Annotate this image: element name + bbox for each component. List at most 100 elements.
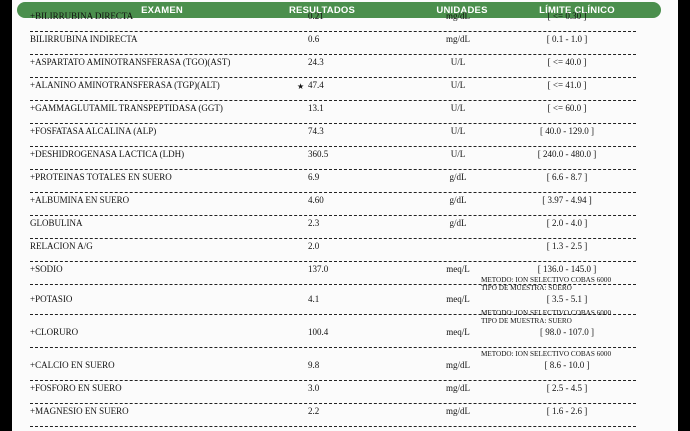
exam-name: +DESHIDROGENASA LACTICA (LDH) bbox=[30, 149, 185, 159]
exam-name: RELACION A/G bbox=[30, 241, 93, 251]
result-unit: U/L bbox=[450, 80, 466, 90]
reference-range: [ 0.1 - 1.0 ] bbox=[546, 34, 588, 44]
result-value: 0.21 bbox=[308, 11, 324, 21]
reference-range: [ 1.6 - 2.6 ] bbox=[546, 406, 588, 416]
table-row: +ALBUMINA EN SUERO 4.60 g/dL [ 3.97 - 4.94 … bbox=[12, 195, 678, 216]
row-divider bbox=[30, 169, 636, 170]
reference-range: [ 6.6 - 8.7 ] bbox=[546, 172, 588, 182]
table-row: +CALCIO EN SUERO 9.8 mg/dL [ 8.6 - 10.0 ] ME… bbox=[12, 350, 678, 381]
reference-range: [ 2.0 - 4.0 ] bbox=[546, 218, 588, 228]
result-unit: mg/dL bbox=[446, 11, 470, 21]
result-value: 137.0 bbox=[308, 264, 329, 274]
reference-range: [ 2.5 - 4.5 ] bbox=[546, 383, 588, 393]
result-value: 4.1 bbox=[308, 294, 320, 304]
result-value: 2.0 bbox=[308, 241, 320, 251]
result-value: 9.8 bbox=[308, 360, 320, 370]
reference-range: [ 136.0 - 145.0 ] bbox=[537, 264, 597, 274]
row-divider bbox=[30, 426, 636, 427]
row-divider bbox=[30, 54, 636, 55]
header-unidades: UNIDADES bbox=[436, 5, 488, 16]
lab-report-page: EXAMEN RESULTADOS UNIDADES LÍMITE CLÍNIC… bbox=[12, 0, 678, 431]
row-divider bbox=[30, 215, 636, 216]
result-value: 13.1 bbox=[308, 103, 324, 113]
row-divider bbox=[30, 77, 636, 78]
result-unit: g/dL bbox=[449, 195, 467, 205]
header-resultados: RESULTADOS bbox=[288, 5, 356, 16]
exam-name: +ASPARTATO AMINOTRANSFERASA (TGO)(AST) bbox=[30, 57, 231, 67]
sample-type-line: TIPO DE MUESTRA: SUERO bbox=[481, 284, 572, 292]
table-row: +MAGNESIO EN SUERO 2.2 mg/dL [ 1.6 - 2.6 ] bbox=[12, 406, 678, 427]
reference-range: [ 98.0 - 107.0 ] bbox=[540, 327, 594, 337]
row-divider bbox=[30, 261, 636, 262]
row-divider bbox=[30, 403, 636, 404]
result-value: 2.3 bbox=[308, 218, 320, 228]
reference-range: [ <= 0.30 ] bbox=[547, 11, 587, 21]
table-row: +SODIO 137.0 meq/L [ 136.0 - 145.0 ] bbox=[12, 264, 678, 285]
right-border bbox=[678, 0, 690, 431]
reference-range: [ 8.6 - 10.0 ] bbox=[544, 360, 590, 370]
row-divider bbox=[30, 238, 636, 239]
reference-range: [ <= 40.0 ] bbox=[547, 57, 587, 67]
result-unit: U/L bbox=[450, 126, 466, 136]
table-row: GLOBULINA 2.3 g/dL [ 2.0 - 4.0 ] bbox=[12, 218, 678, 239]
method-line: METODO: ION SELECTIVO COBAS 6000 bbox=[481, 350, 612, 358]
table-row: RELACION A/G 2.0 [ 1.3 - 2.5 ] bbox=[12, 241, 678, 262]
row-divider bbox=[30, 146, 636, 147]
row-divider bbox=[30, 100, 636, 101]
result-unit: U/L bbox=[450, 57, 466, 67]
table-header-bar: EXAMEN RESULTADOS UNIDADES LÍMITE CLÍNIC… bbox=[17, 2, 661, 18]
exam-name: +BILIRRUBINA DIRECTA bbox=[30, 11, 134, 21]
result-unit: meq/L bbox=[446, 294, 470, 304]
exam-name: +CALCIO EN SUERO bbox=[30, 360, 115, 370]
table-row: +BILIRRUBINA DIRECTA 0.21 mg/dL [ <= 0.30 ] bbox=[12, 11, 678, 32]
result-unit: mg/dL bbox=[446, 34, 470, 44]
exam-name: +ALBUMINA EN SUERO bbox=[30, 195, 130, 205]
result-value: 3.0 bbox=[308, 383, 320, 393]
exam-name: BILIRRUBINA INDIRECTA bbox=[30, 34, 138, 44]
exam-name: +CLORURO bbox=[30, 327, 79, 337]
sample-type-line: TIPO DE MUESTRA: SUERO bbox=[481, 317, 572, 325]
reference-range: [ <= 60.0 ] bbox=[547, 103, 587, 113]
result-unit: meq/L bbox=[446, 327, 470, 337]
result-value: 2.2 bbox=[308, 406, 320, 416]
result-value: 24.3 bbox=[308, 57, 324, 67]
result-unit: mg/dL bbox=[446, 406, 470, 416]
table-row: +FOSFORO EN SUERO 3.0 mg/dL [ 2.5 - 4.5 ] bbox=[12, 383, 678, 404]
result-unit: mg/dL bbox=[446, 360, 470, 370]
table-row: +FOSFATASA ALCALINA (ALP) 74.3 U/L [ 40.0 -… bbox=[12, 126, 678, 147]
result-value: 100.4 bbox=[308, 327, 329, 337]
left-border bbox=[0, 0, 12, 431]
table-row: +ALANINO AMINOTRANSFERASA (TGP)(ALT) ★ 47.… bbox=[12, 80, 678, 101]
row-divider bbox=[30, 192, 636, 193]
out-of-range-star-icon: ★ bbox=[297, 82, 305, 91]
row-divider bbox=[30, 314, 636, 315]
result-value: 47.4 bbox=[308, 80, 324, 90]
result-value: 6.9 bbox=[308, 172, 320, 182]
row-divider bbox=[30, 347, 636, 348]
exam-name: GLOBULINA bbox=[30, 218, 83, 228]
reference-range: [ 40.0 - 129.0 ] bbox=[540, 126, 594, 136]
exam-name: +POTASIO bbox=[30, 294, 73, 304]
exam-name: +MAGNESIO EN SUERO bbox=[30, 406, 129, 416]
exam-name: +PROTEINAS TOTALES EN SUERO bbox=[30, 172, 172, 182]
result-value: 4.60 bbox=[308, 195, 324, 205]
method-note: METODO: ION SELECTIVO COBAS 6000 bbox=[481, 350, 611, 358]
result-unit: mg/dL bbox=[446, 383, 470, 393]
result-unit: g/dL bbox=[449, 172, 467, 182]
reference-range: [ 3.97 - 4.94 ] bbox=[542, 195, 592, 205]
result-unit: U/L bbox=[450, 149, 466, 159]
result-value: 360.5 bbox=[308, 149, 329, 159]
method-note: METODO: ION SELECTIVO COBAS 6000 TIPO DE … bbox=[481, 309, 611, 325]
reference-range: [ 240.0 - 480.0 ] bbox=[537, 149, 597, 159]
table-row: +CLORURO 100.4 meq/L [ 98.0 - 107.0 ] METODO… bbox=[12, 309, 678, 348]
result-unit: g/dL bbox=[449, 218, 467, 228]
row-divider bbox=[30, 284, 636, 285]
header-examen: EXAMEN bbox=[141, 5, 183, 16]
result-unit: U/L bbox=[450, 103, 466, 113]
exam-name: +ALANINO AMINOTRANSFERASA (TGP)(ALT) bbox=[30, 80, 220, 90]
reference-range: [ 3.5 - 5.1 ] bbox=[546, 294, 588, 304]
table-row: +PROTEINAS TOTALES EN SUERO 6.9 g/dL [ 6.6 … bbox=[12, 172, 678, 193]
reference-range: [ 1.3 - 2.5 ] bbox=[546, 241, 588, 251]
result-value: 0.6 bbox=[308, 34, 320, 44]
table-row: BILIRRUBINA INDIRECTA 0.6 mg/dL [ 0.1 - 1.0… bbox=[12, 34, 678, 55]
